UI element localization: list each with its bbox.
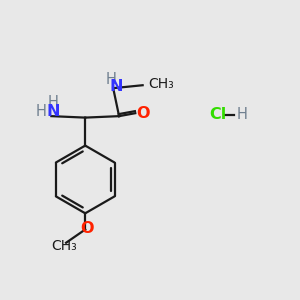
Text: Cl: Cl [209, 107, 226, 122]
Text: O: O [80, 221, 93, 236]
Text: N: N [46, 104, 60, 119]
Text: O: O [136, 106, 149, 121]
Text: N: N [110, 79, 124, 94]
Text: H: H [36, 104, 46, 119]
Text: CH₃: CH₃ [52, 239, 77, 253]
Text: CH₃: CH₃ [148, 77, 174, 91]
Text: H: H [105, 72, 116, 87]
Text: H: H [47, 95, 58, 110]
Text: H: H [237, 107, 248, 122]
